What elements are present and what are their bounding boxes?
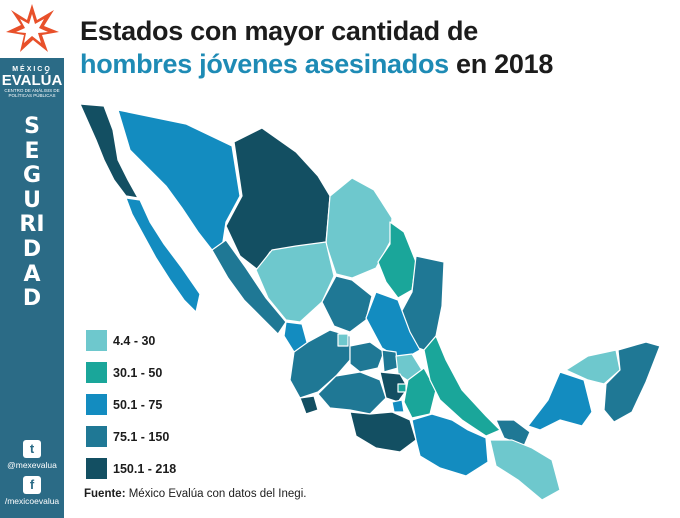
legend-swatch bbox=[86, 394, 107, 415]
star-logo-icon bbox=[6, 4, 59, 52]
legend-label: 50.1 - 75 bbox=[113, 398, 163, 412]
brand-line-3: CENTRO DE ANÁLISIS DE POLÍTICAS PÚBLICAS bbox=[4, 88, 60, 98]
mexico-map bbox=[79, 103, 661, 500]
brand-line-1: MÉXICO bbox=[12, 66, 52, 73]
title-highlight: hombres jóvenes asesinados bbox=[80, 49, 449, 79]
state-chiapas bbox=[489, 439, 561, 500]
legend-swatch bbox=[86, 458, 107, 479]
state-baja-california-sur bbox=[125, 197, 201, 313]
title-line-2: hombres jóvenes asesinados en 2018 bbox=[80, 48, 553, 81]
twitter-link[interactable]: t @mexevalua bbox=[0, 440, 64, 470]
twitter-icon: t bbox=[23, 440, 41, 458]
twitter-handle: @mexevalua bbox=[7, 460, 57, 470]
legend-swatch bbox=[86, 362, 107, 383]
sidebar: MÉXICO EVALÚA CENTRO DE ANÁLISIS DE POLÍ… bbox=[0, 0, 64, 518]
legend-label: 150.1 - 218 bbox=[113, 462, 177, 476]
state-aguascalientes bbox=[337, 333, 349, 347]
source-text: México Evalúa con datos del Inegi. bbox=[125, 488, 307, 500]
state-cdmx bbox=[397, 383, 407, 393]
brand-block: MÉXICO EVALÚA CENTRO DE ANÁLISIS DE POLÍ… bbox=[0, 66, 64, 98]
state-quintana-roo bbox=[603, 341, 661, 423]
state-mexico bbox=[379, 371, 409, 403]
state-queretaro bbox=[381, 349, 399, 373]
state-durango bbox=[255, 241, 335, 323]
state-tabasco bbox=[495, 419, 531, 447]
title-line-2-rest: en 2018 bbox=[448, 49, 554, 79]
legend-label: 30.1 - 50 bbox=[113, 366, 163, 380]
source-label: Fuente: bbox=[84, 488, 126, 500]
legend-label: 4.4 - 30 bbox=[113, 334, 156, 348]
state-zacatecas bbox=[321, 275, 373, 333]
section-word: SEGURIDAD bbox=[19, 114, 45, 312]
state-nuevo-leon bbox=[377, 221, 417, 299]
facebook-handle: /mexicoevalua bbox=[4, 496, 60, 506]
state-sinaloa bbox=[211, 239, 287, 335]
legend-label: 75.1 - 150 bbox=[113, 430, 170, 444]
state-guanajuato bbox=[349, 341, 385, 373]
facebook-icon: f bbox=[23, 476, 41, 494]
facebook-link[interactable]: f /mexicoevalua bbox=[0, 476, 64, 506]
legend-swatch bbox=[86, 426, 107, 447]
page-title: Estados con mayor cantidad de hombres jó… bbox=[80, 15, 553, 81]
state-jalisco bbox=[289, 329, 351, 399]
source-note: Fuente: México Evalúa con datos del Ineg… bbox=[84, 488, 306, 500]
state-morelos bbox=[391, 399, 405, 413]
legend-swatch bbox=[86, 330, 107, 351]
state-campeche bbox=[527, 371, 593, 431]
brand-line-2: EVALÚA bbox=[1, 72, 63, 89]
state-sonora bbox=[117, 109, 241, 251]
state-oaxaca bbox=[411, 413, 489, 477]
state-baja-california bbox=[79, 103, 139, 199]
logo-area bbox=[0, 0, 64, 58]
title-line-1: Estados con mayor cantidad de bbox=[80, 16, 478, 46]
state-guerrero bbox=[349, 411, 417, 453]
state-colima bbox=[299, 395, 319, 415]
